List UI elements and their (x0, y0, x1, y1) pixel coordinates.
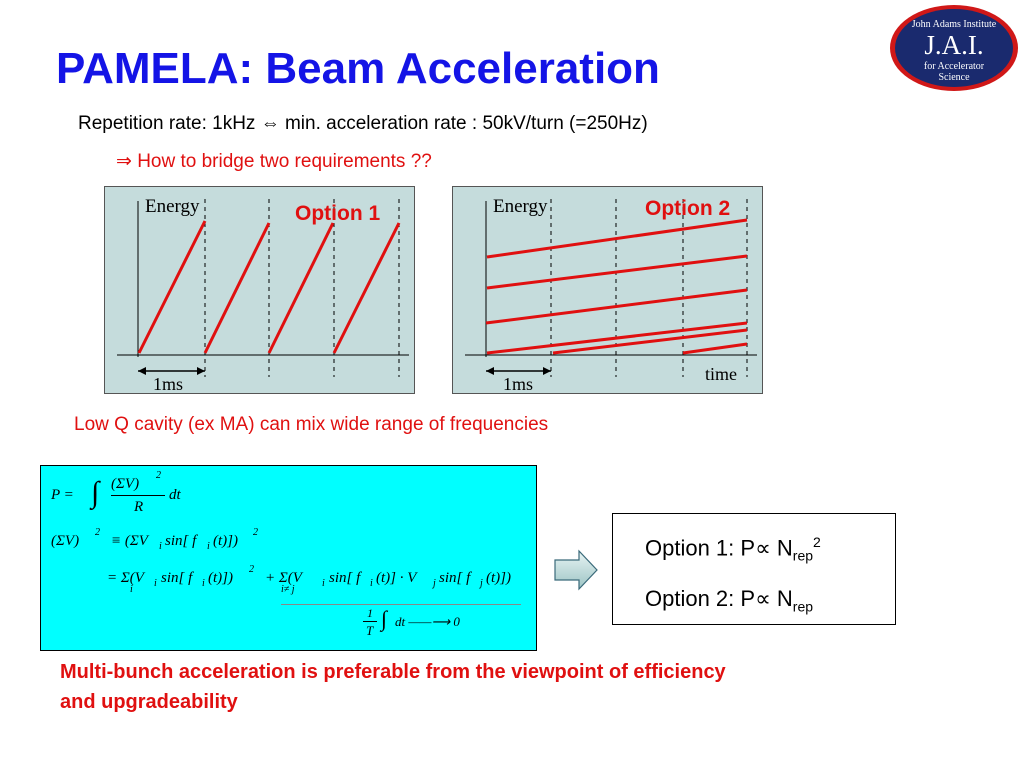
repetition-rate-text: Repetition rate: 1kHz ⇔ min. acceleratio… (78, 113, 648, 134)
arrow-head-right (197, 367, 205, 375)
formula-one: 1 (367, 606, 373, 620)
formula-row3-c: sin[ f (329, 570, 361, 586)
formula-row3-d: (t)] · V (376, 570, 417, 586)
formula-sub-i: i (159, 541, 162, 552)
formula-row2-lhs: (ΣV) (51, 533, 80, 549)
integral-sign: ∫ (381, 606, 388, 631)
logo-line2: J.A.I. (924, 30, 983, 60)
conclusion-text: Multi-bunch acceleration is preferable f… (60, 657, 726, 717)
formula-sub-j: j (480, 578, 483, 589)
formula-r: R (134, 499, 144, 515)
square-superscript: 2 (813, 534, 821, 550)
formula-sub-i: i (130, 584, 133, 595)
underbrace-line (281, 604, 521, 605)
formula-row3-plus: + Σ(V (265, 570, 302, 586)
energy-axis-label: Energy (145, 196, 200, 217)
arrow-head-right (543, 367, 551, 375)
energy-ramp (486, 254, 748, 290)
jai-logo: John Adams Institute J.A.I. for Accelera… (890, 5, 1018, 91)
fraction-bar (111, 495, 165, 496)
arrow-head-left (486, 367, 494, 375)
interval-label: 1ms (153, 374, 184, 394)
formula-row2-eq: ≡ (ΣV (111, 533, 148, 549)
option2-result-text: Option 2: P∝ N (645, 586, 793, 611)
option1-diagram: Energy Option 1 1ms (104, 186, 415, 394)
energy-axis-label: Energy (493, 196, 548, 217)
formula-sum-v: (ΣV) (111, 476, 140, 492)
conclusion-line2: and upgradeability (60, 691, 238, 713)
formula-sub-i: i (154, 578, 157, 589)
formula-t: T (366, 623, 374, 638)
fraction-bar (363, 621, 377, 622)
energy-ramp (203, 222, 271, 354)
formula-limit: dt ——⟶ 0 (395, 614, 460, 629)
integral-sign: ∫ (91, 476, 100, 509)
option1-result: Option 1: P∝ Nrep2 (645, 534, 821, 564)
rep-subscript: rep (792, 598, 814, 615)
rep-subscript: rep (792, 547, 814, 564)
formula-row2-sin: sin[ f (165, 533, 197, 549)
option2-plot (465, 199, 757, 377)
arrow-head-left (138, 367, 146, 375)
formula-row3-a: sin[ f (161, 570, 193, 586)
energy-ramp (137, 220, 207, 354)
option1-result-text: Option 1: P∝ N (645, 535, 793, 561)
energy-ramp (267, 222, 335, 354)
formula-dt: dt (169, 487, 181, 503)
bridge-question-text: ⇒ How to bridge two requirements ?? (116, 151, 432, 172)
formula-p-lhs: P = (51, 487, 74, 503)
formula-row3-b: (t)]) (208, 570, 233, 586)
formula-square: 2 (253, 527, 258, 538)
logo-line3: for Accelerator (924, 61, 985, 72)
page-title: PAMELA: Beam Acceleration (56, 44, 660, 93)
formula-square: 2 (249, 564, 254, 575)
right-arrow-icon (554, 549, 598, 591)
result-box: Option 1: P∝ Nrep2 Option 2: P∝ Nrep (612, 513, 896, 625)
formula-sub-ineqj: i≠ j (281, 584, 295, 595)
energy-ramp (552, 328, 748, 355)
energy-ramp (486, 218, 748, 259)
power-formula-box: P = ∫ (ΣV) 2 R dt (ΣV) 2 ≡ (ΣV i sin[ f … (40, 465, 537, 651)
formula-square: 2 (95, 527, 100, 538)
formula-sub-i: i (202, 578, 205, 589)
time-axis-label: time (705, 364, 737, 384)
option2-label: Option 2 (645, 197, 731, 220)
energy-ramp (682, 342, 748, 355)
low-q-cavity-text: Low Q cavity (ex MA) can mix wide range … (74, 414, 549, 435)
formula-row2-t: (t)]) (213, 533, 238, 549)
logo-line4: Science (938, 72, 970, 83)
formula-sub-i: i (370, 578, 373, 589)
formula-square: 2 (156, 470, 161, 481)
formula-sub-j: j (433, 578, 436, 589)
interval-label: 1ms (503, 374, 534, 394)
energy-ramp (332, 222, 401, 354)
formula-sub-i: i (322, 578, 325, 589)
energy-ramp (485, 288, 748, 325)
logo-line1: John Adams Institute (912, 19, 997, 30)
formula-row3-eq: = Σ(V (107, 570, 144, 586)
formula-sub-i: i (207, 541, 210, 552)
option2-result: Option 2: P∝ Nrep (645, 586, 813, 614)
conclusion-line1: Multi-bunch acceleration is preferable f… (60, 661, 726, 683)
formula-row3-e: sin[ f (439, 570, 471, 586)
energy-ramp (486, 321, 748, 355)
formula-row3-f: (t)]) (486, 570, 511, 586)
option2-diagram: Energy Option 2 1ms time (452, 186, 763, 394)
option1-plot (117, 199, 409, 377)
option1-label: Option 1 (295, 202, 381, 225)
